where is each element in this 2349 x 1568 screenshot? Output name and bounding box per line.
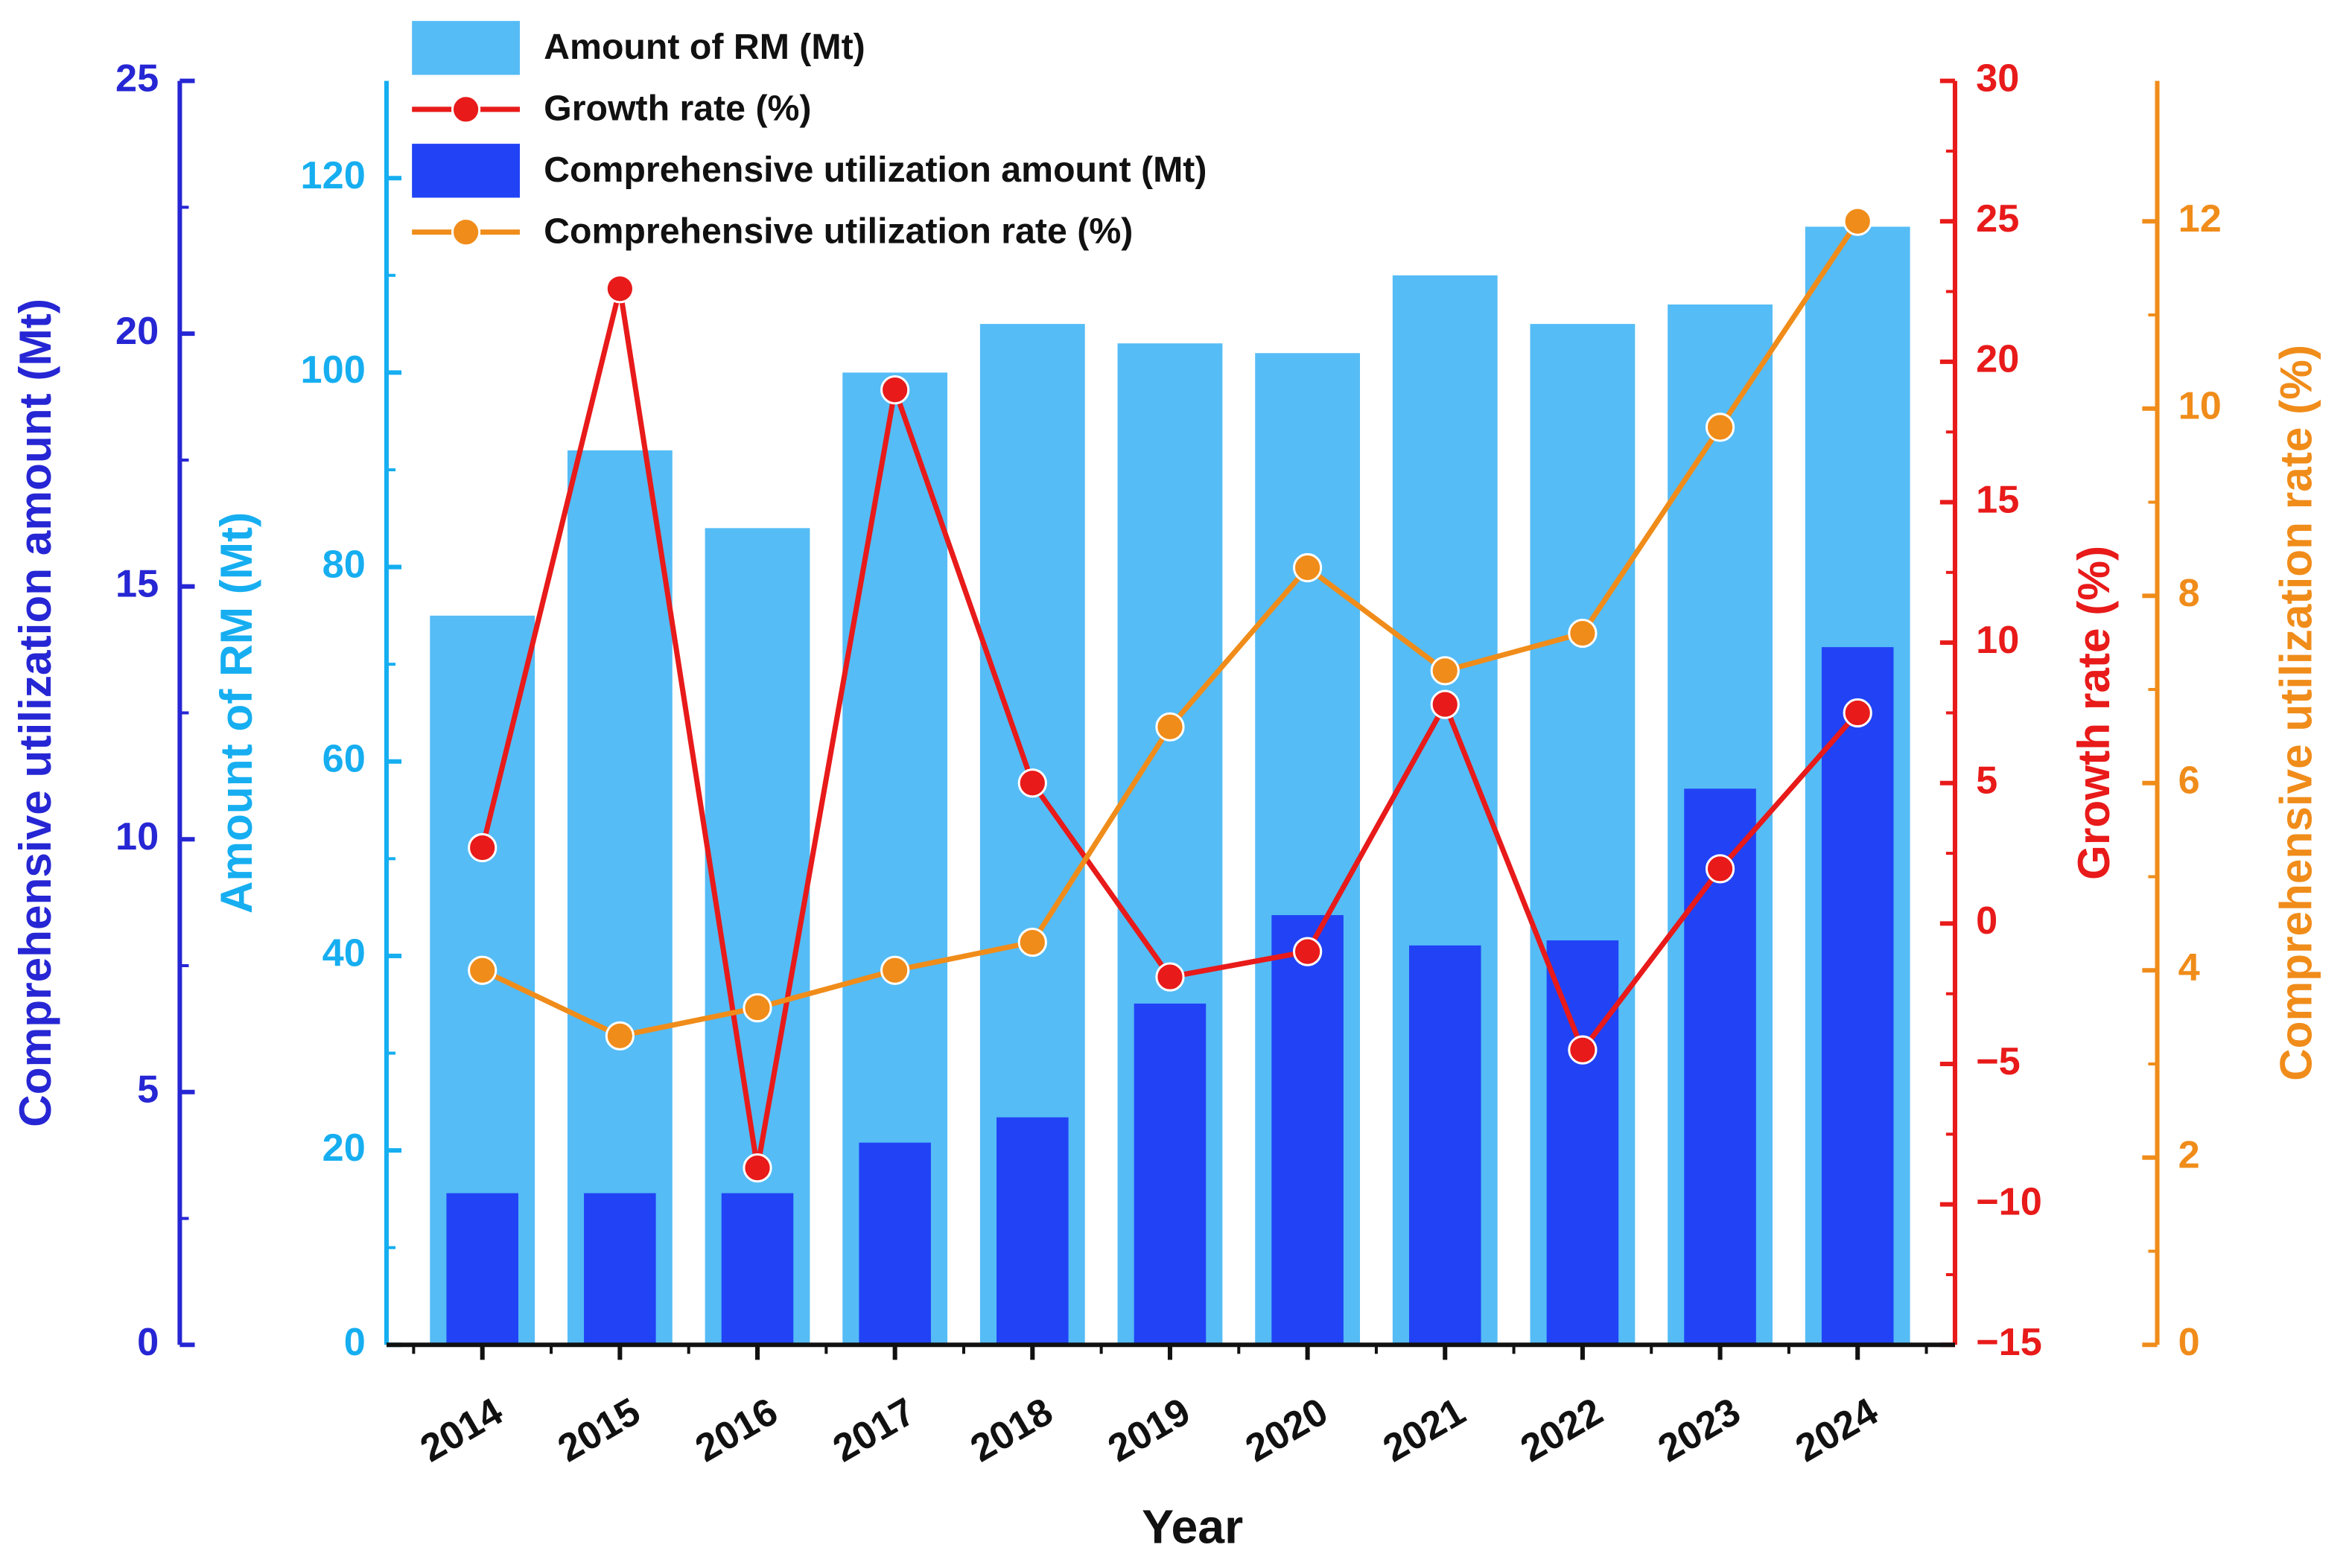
point: [605, 274, 635, 304]
point: [1568, 618, 1598, 648]
y-tick-label: 20: [1976, 338, 2019, 381]
point: [1155, 712, 1185, 742]
y-tick-label: 2: [2178, 1134, 2200, 1177]
point: [1843, 206, 1872, 236]
point: [1155, 962, 1185, 992]
x-tick-label: 2020: [1239, 1390, 1335, 1470]
x-tick-label: 2019: [1101, 1390, 1198, 1470]
bar: [1408, 945, 1481, 1345]
y-tick-label: 40: [322, 932, 366, 975]
x-tick-label: 2014: [413, 1390, 510, 1470]
y-tick-label: 25: [115, 57, 159, 100]
legend-swatch: [412, 144, 520, 198]
y-tick-label: 0: [344, 1321, 366, 1364]
y-axis-title: Growth rate (%): [2068, 546, 2119, 880]
legend-label: Comprehensive utilization rate (%): [544, 211, 1133, 252]
point: [1705, 412, 1735, 442]
y-tick-label: 0: [2178, 1321, 2200, 1364]
y-tick-label: 10: [115, 815, 159, 858]
y-tick-label: 100: [301, 348, 366, 392]
point: [1568, 1035, 1598, 1065]
y-tick-label: 60: [322, 738, 366, 781]
point: [1293, 552, 1323, 583]
point: [1843, 698, 1872, 728]
point: [1017, 927, 1047, 957]
y-axis-title: Comprehensive utilization rate (%): [2271, 345, 2321, 1081]
x-tick-label: 2021: [1376, 1390, 1473, 1470]
y-tick-label: 12: [2178, 197, 2222, 240]
legend-label: Growth rate (%): [544, 89, 811, 129]
x-tick-label: 2016: [688, 1390, 785, 1470]
y-tick-label: −10: [1976, 1180, 2042, 1223]
bar: [1546, 940, 1619, 1345]
point: [468, 832, 498, 863]
y-tick-label: 15: [1976, 478, 2019, 521]
y-tick-label: −15: [1976, 1321, 2042, 1364]
x-tick-label: 2015: [551, 1390, 648, 1470]
y-axis-title: Amount of RM (Mt): [211, 512, 261, 914]
legend-marker: [451, 95, 481, 124]
x-tick-label: 2017: [826, 1390, 923, 1470]
point: [1430, 689, 1460, 719]
point: [1293, 937, 1323, 966]
y-tick-label: 0: [1976, 899, 1997, 943]
y-tick-label: 8: [2178, 572, 2200, 615]
x-tick-label: 2023: [1651, 1390, 1748, 1470]
bar: [584, 1193, 656, 1345]
y-tick-label: 20: [322, 1126, 366, 1170]
y-tick-label: 15: [115, 563, 159, 606]
x-tick-label: 2018: [964, 1390, 1061, 1470]
y-tick-label: 4: [2178, 946, 2200, 989]
y-tick-label: 10: [1976, 619, 2019, 662]
bar: [1821, 647, 1894, 1345]
point: [743, 1153, 772, 1183]
bar: [1271, 915, 1344, 1345]
point: [1705, 854, 1735, 884]
y-tick-label: 5: [137, 1068, 159, 1112]
y-tick-label: 25: [1976, 197, 2019, 240]
y-tick-label: 120: [301, 154, 366, 197]
y-tick-label: 20: [115, 310, 159, 353]
y-tick-label: 80: [322, 543, 366, 586]
point: [743, 992, 772, 1023]
legend-swatch: [412, 21, 520, 75]
legend-label: Comprehensive utilization amount (Mt): [544, 150, 1207, 190]
legend-label: Amount of RM (Mt): [544, 27, 865, 67]
y-axis-title: Comprehensive utilization amount (Mt): [10, 299, 60, 1127]
y-tick-label: −5: [1976, 1040, 2021, 1083]
x-axis-title: Year: [1142, 1500, 1243, 1554]
bar: [997, 1117, 1069, 1345]
bar: [446, 1193, 518, 1345]
y-tick-label: 10: [2178, 385, 2222, 428]
point: [605, 1021, 635, 1051]
bar: [1134, 1003, 1207, 1345]
x-tick-label: 2022: [1513, 1390, 1610, 1470]
x-tick-label: 2024: [1789, 1390, 1886, 1470]
y-tick-label: 5: [1976, 759, 1997, 803]
point: [1017, 768, 1047, 798]
y-tick-label: 6: [2178, 759, 2200, 803]
legend-marker: [451, 217, 481, 247]
point: [880, 955, 910, 985]
y-tick-label: 0: [137, 1321, 159, 1364]
point: [880, 375, 910, 405]
y-tick-label: 30: [1976, 57, 2019, 100]
bar: [721, 1193, 794, 1345]
bar: [859, 1142, 931, 1345]
point: [468, 955, 498, 985]
point: [1430, 656, 1460, 686]
